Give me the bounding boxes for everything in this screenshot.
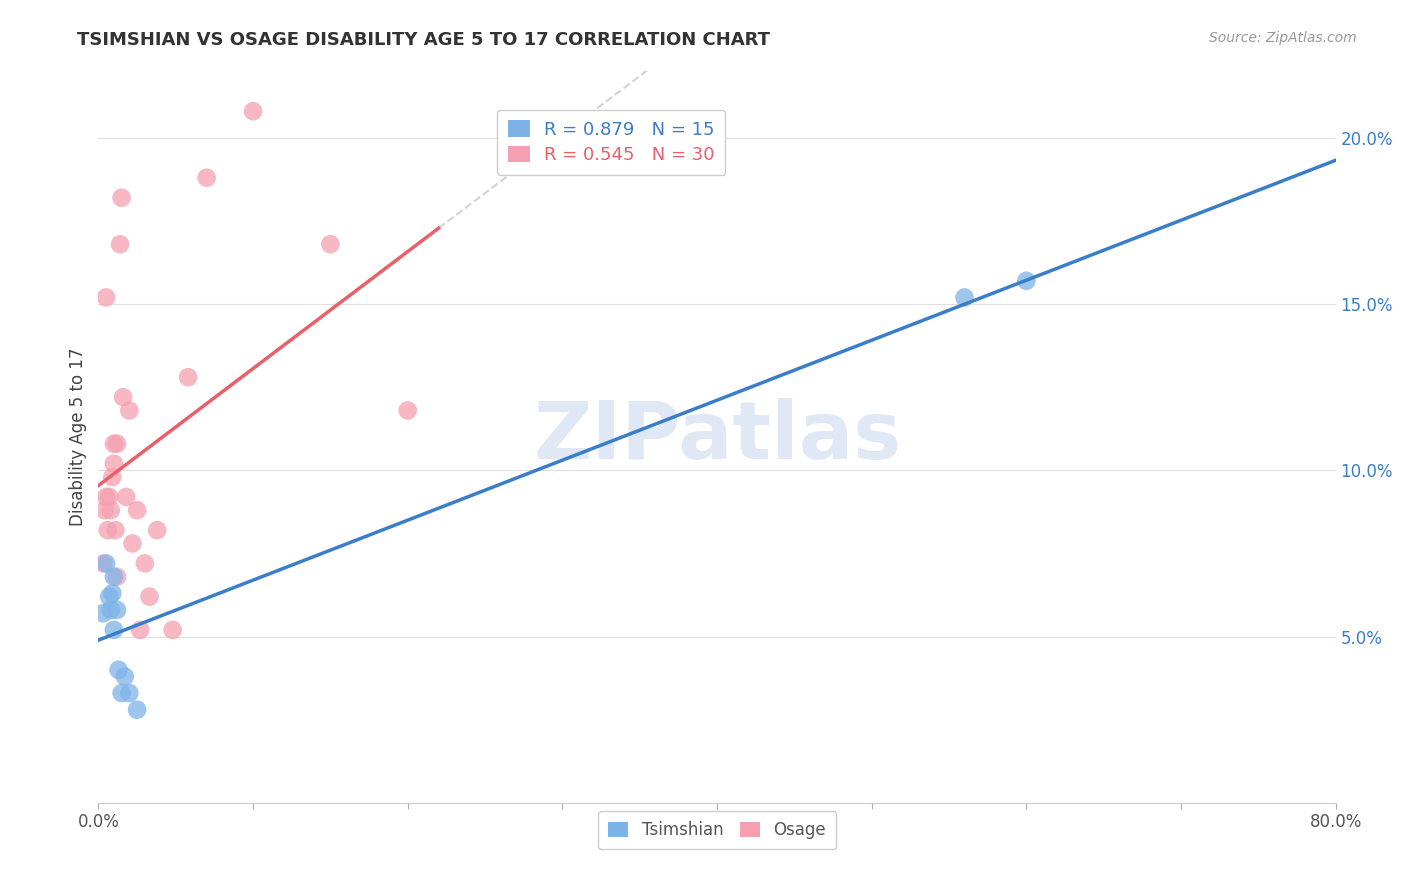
- Point: [105, 603, 128, 617]
- Legend: Tsimshian, Osage: Tsimshian, Osage: [599, 812, 835, 849]
- Point: [96, 557, 118, 571]
- Point: [98, 490, 121, 504]
- Point: [103, 570, 125, 584]
- Point: [103, 436, 125, 450]
- Point: [101, 470, 124, 484]
- Point: [97, 523, 120, 537]
- Point: [98, 590, 121, 604]
- Y-axis label: Disability Age 5 to 17: Disability Age 5 to 17: [69, 348, 87, 526]
- Point: [111, 191, 132, 205]
- Point: [108, 237, 131, 252]
- Point: [107, 663, 129, 677]
- Point: [953, 290, 976, 304]
- Point: [134, 557, 156, 571]
- Point: [96, 490, 118, 504]
- Point: [242, 104, 264, 119]
- Point: [118, 686, 141, 700]
- Point: [118, 403, 141, 417]
- Point: [1015, 274, 1038, 288]
- Point: [93, 503, 115, 517]
- Point: [319, 237, 342, 252]
- Point: [105, 436, 128, 450]
- Point: [177, 370, 200, 384]
- Text: TSIMSHIAN VS OSAGE DISABILITY AGE 5 TO 17 CORRELATION CHART: TSIMSHIAN VS OSAGE DISABILITY AGE 5 TO 1…: [77, 31, 770, 49]
- Point: [100, 503, 122, 517]
- Point: [114, 669, 136, 683]
- Text: ZIPatlas: ZIPatlas: [533, 398, 901, 476]
- Point: [396, 403, 419, 417]
- Point: [127, 503, 149, 517]
- Point: [91, 557, 114, 571]
- Point: [146, 523, 169, 537]
- Point: [96, 290, 118, 304]
- Point: [129, 623, 152, 637]
- Point: [104, 523, 127, 537]
- Point: [101, 586, 124, 600]
- Point: [115, 490, 138, 504]
- Point: [162, 623, 184, 637]
- Point: [100, 603, 122, 617]
- Point: [105, 570, 128, 584]
- Point: [127, 703, 149, 717]
- Text: Source: ZipAtlas.com: Source: ZipAtlas.com: [1209, 31, 1357, 45]
- Point: [91, 607, 114, 621]
- Point: [103, 457, 125, 471]
- Point: [112, 390, 135, 404]
- Point: [111, 686, 132, 700]
- Point: [195, 170, 218, 185]
- Point: [121, 536, 143, 550]
- Point: [138, 590, 160, 604]
- Point: [103, 623, 125, 637]
